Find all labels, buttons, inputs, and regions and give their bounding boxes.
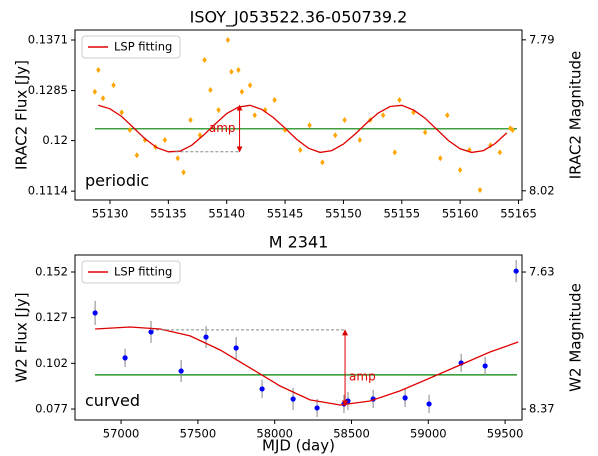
data-point — [225, 37, 231, 43]
data-point — [345, 398, 351, 404]
data-point — [445, 112, 450, 119]
y-axis-label: IRAC2 Flux [Jy] — [13, 60, 31, 170]
x-tick-label: 55165 — [500, 207, 537, 221]
data-point — [497, 149, 503, 156]
data-point — [357, 137, 362, 143]
data-point — [96, 67, 101, 73]
data-point — [175, 155, 180, 162]
legend-label: LSP fitting — [114, 40, 172, 54]
data-point — [148, 329, 154, 335]
x-tick-label: 55160 — [442, 207, 479, 221]
amp-label: amp — [349, 370, 376, 384]
data-point — [247, 82, 253, 89]
legend-box — [81, 260, 181, 284]
y2-tick-label: 7.79 — [529, 32, 555, 46]
data-point — [342, 117, 347, 123]
data-point — [510, 127, 515, 133]
data-point — [162, 137, 168, 143]
data-point — [92, 88, 98, 95]
y-tick-label: 0.1114 — [28, 184, 68, 198]
data-point — [290, 396, 296, 402]
data-point — [119, 109, 124, 116]
x-tick-label: 57500 — [180, 427, 217, 441]
data-point — [208, 87, 213, 93]
x-tick-label: 58500 — [333, 427, 370, 441]
data-point — [298, 147, 303, 153]
data-point — [111, 82, 116, 89]
y2-axis-label: W2 Magnitude — [567, 283, 585, 392]
data-point — [307, 122, 312, 129]
x-tick-label: 55155 — [383, 207, 420, 221]
y2-tick-label: 8.37 — [529, 402, 555, 416]
data-point — [426, 401, 432, 407]
x-tick-label: 59000 — [410, 427, 447, 441]
data-point — [259, 386, 265, 392]
y2-axis-label: IRAC2 Magnitude — [567, 51, 585, 180]
data-point — [134, 152, 140, 159]
data-point — [392, 149, 397, 156]
data-point — [127, 127, 133, 133]
data-point — [482, 363, 488, 369]
data-point — [438, 155, 443, 162]
y-axis-label: W2 Flux [Jy] — [13, 292, 31, 382]
data-point — [216, 107, 221, 113]
data-point — [513, 268, 519, 274]
data-point — [229, 68, 234, 75]
y-tick-label: 0.12 — [42, 133, 68, 147]
panel-label: curved — [85, 391, 140, 410]
amp-label: amp — [209, 121, 236, 135]
data-point — [402, 395, 408, 401]
data-point — [333, 132, 338, 139]
data-point — [397, 97, 402, 103]
data-point — [380, 112, 386, 119]
data-point — [122, 355, 128, 361]
data-point — [100, 95, 106, 102]
x-tick-label: 59500 — [487, 427, 524, 441]
data-point — [178, 368, 184, 374]
panel-label: periodic — [85, 171, 149, 190]
data-point — [252, 112, 257, 119]
chart-title: M 2341 — [269, 233, 329, 252]
x-tick-label: 55145 — [267, 207, 304, 221]
x-tick-label: 55140 — [208, 207, 245, 221]
data-point — [233, 345, 239, 351]
data-point — [236, 67, 241, 73]
y-tick-label: 0.077 — [35, 402, 68, 416]
data-point — [181, 169, 186, 176]
plot-frame — [74, 254, 523, 421]
fit-line — [98, 104, 508, 154]
data-point — [188, 117, 193, 123]
y2-tick-label: 7.63 — [529, 265, 555, 279]
data-point — [320, 159, 325, 166]
chart-title: ISOY_J053522.36-050739.2 — [190, 8, 408, 28]
y2-tick-label: 8.02 — [529, 183, 555, 197]
x-tick-label: 58000 — [256, 427, 293, 441]
data-point — [92, 310, 98, 316]
x-tick-label: 57000 — [103, 427, 140, 441]
x-axis-label: MJD (day) — [262, 437, 335, 455]
y-tick-label: 0.1285 — [28, 83, 68, 97]
x-tick-label: 55130 — [92, 207, 129, 221]
y-tick-label: 0.152 — [35, 264, 68, 278]
data-point — [239, 88, 245, 95]
legend-label: LSP fitting — [114, 265, 172, 279]
y-tick-label: 0.1371 — [28, 33, 68, 47]
data-point — [202, 57, 207, 63]
data-point — [272, 97, 277, 103]
y-tick-label: 0.102 — [35, 356, 68, 370]
data-point — [457, 167, 463, 173]
x-tick-label: 55150 — [325, 207, 362, 221]
x-tick-label: 55135 — [150, 207, 187, 221]
data-point — [422, 129, 428, 136]
plot-frame — [74, 29, 523, 201]
data-point — [203, 334, 209, 340]
data-point — [314, 405, 320, 411]
y-tick-label: 0.127 — [35, 310, 68, 324]
fit-line — [95, 326, 519, 406]
legend-box — [81, 35, 181, 59]
data-point — [477, 187, 483, 193]
